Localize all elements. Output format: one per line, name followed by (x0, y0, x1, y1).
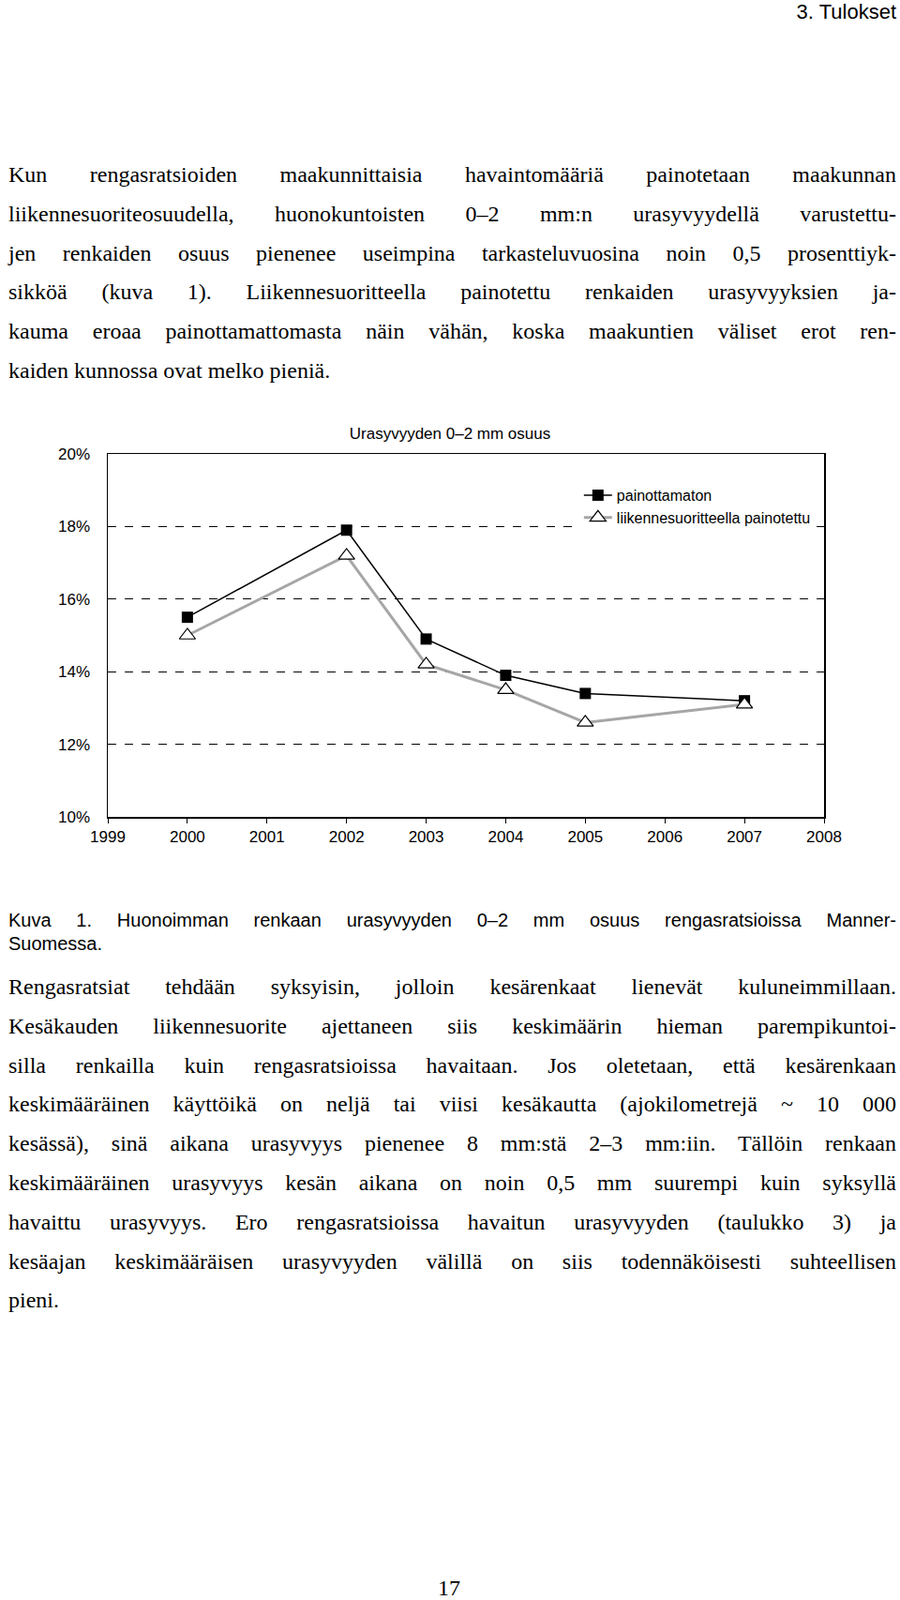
svg-text:2003: 2003 (408, 827, 445, 846)
svg-text:2000: 2000 (169, 827, 206, 846)
svg-text:12%: 12% (58, 735, 90, 754)
html-text:kesäajan keskimääräisen urasyv: kesäajan keskimääräisen urasyvyyden väli… (8, 1248, 897, 1273)
html-text:keskimääräinen käyttöikä on ne: keskimääräinen käyttöikä on neljä tai vi… (8, 1091, 897, 1116)
svg-text:2008: 2008 (806, 827, 842, 846)
html-text:3. Tulokset: 3. Tulokset (796, 0, 897, 24)
svg-text:14%: 14% (58, 662, 90, 681)
html-text:havaittu urasyvyys. Ero rengas: havaittu urasyvyys. Ero rengasratsioissa… (8, 1209, 897, 1234)
svg-text:2005: 2005 (567, 827, 603, 846)
svg-text:18%: 18% (58, 517, 90, 536)
html-text:kauma eroaa painottamattomasta: kauma eroaa painottamattomasta näin vähä… (8, 318, 897, 344)
html-text:Suomessa.: Suomessa. (8, 932, 103, 954)
svg-text:2002: 2002 (329, 827, 365, 846)
html-text:kaiden kunnossa ovat melko pie: kaiden kunnossa ovat melko pieniä. (8, 358, 331, 383)
svg-text:16%: 16% (58, 590, 90, 609)
svg-text:10%: 10% (58, 808, 90, 826)
svg-text:1999: 1999 (90, 827, 126, 846)
html-text:17: 17 (437, 1575, 461, 1600)
svg-text:2004: 2004 (488, 827, 525, 846)
html-text:jen renkaiden osuus pienenee u: jen renkaiden osuus pienenee useimpina t… (8, 240, 897, 265)
html-text:Kuva 1. Huonoimman renkaan ura: Kuva 1. Huonoimman renkaan urasyvyyden 0… (8, 909, 897, 930)
html-text:Kesäkauden liikennesuorite aje: Kesäkauden liikennesuorite ajettaneen si… (8, 1013, 897, 1038)
svg-text:liikennesuoritteella painotett: liikennesuoritteella painotettu (616, 510, 810, 526)
html-text:kesässä), sinä aikana urasyvyy: kesässä), sinä aikana urasyvyys pienenee… (8, 1130, 897, 1156)
html-text:pieni.: pieni. (8, 1287, 60, 1312)
html-text:liikennesuoriteosuudella, huon: liikennesuoriteosuudella, huonokuntoiste… (8, 201, 897, 226)
svg-text:2006: 2006 (646, 827, 683, 846)
svg-text:2001: 2001 (249, 827, 285, 846)
svg-text:2007: 2007 (726, 827, 763, 846)
html-text:Rengasratsiat tehdään syksyisi: Rengasratsiat tehdään syksyisin, jolloin… (8, 974, 897, 999)
svg-text:painottamaton: painottamaton (616, 487, 712, 504)
html-text:Kun rengasratsioiden maakunnit: Kun rengasratsioiden maakunnittaisia hav… (8, 162, 897, 187)
html-text:silla renkailla kuin rengasrat: silla renkailla kuin rengasratsioissa ha… (8, 1052, 897, 1077)
html-text:sikköä (kuva 1). Liikennesuori: sikköä (kuva 1). Liikennesuoritteella pa… (8, 279, 897, 305)
html-text:keskimääräinen urasyvyys kesän: keskimääräinen urasyvyys kesän aikana on… (8, 1170, 897, 1195)
svg-text:20%: 20% (58, 445, 90, 464)
svg-text:Urasyvyyden 0–2 mm osuus: Urasyvyyden 0–2 mm osuus (349, 424, 551, 443)
